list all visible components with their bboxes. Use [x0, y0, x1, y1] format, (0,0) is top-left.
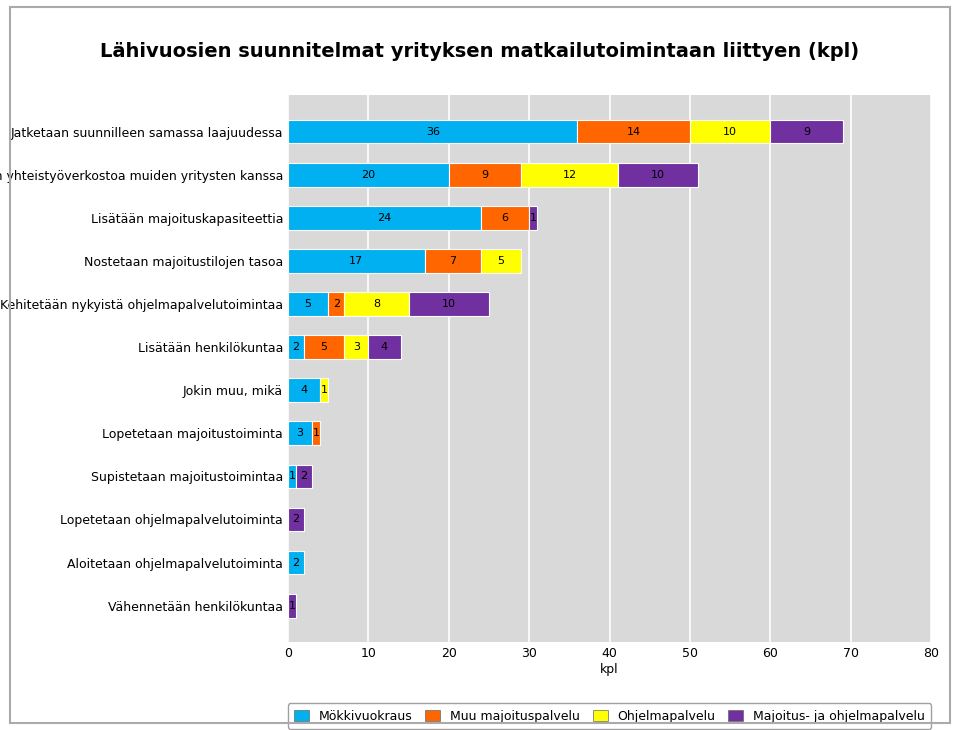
- X-axis label: kpl: kpl: [600, 663, 619, 676]
- Bar: [288, 249, 424, 273]
- Text: 2: 2: [300, 472, 307, 481]
- Bar: [328, 292, 345, 316]
- Text: 20: 20: [361, 170, 375, 180]
- Text: 4: 4: [300, 385, 307, 395]
- Bar: [577, 120, 690, 144]
- Text: 24: 24: [377, 213, 392, 223]
- Text: 5: 5: [497, 256, 505, 266]
- Bar: [288, 550, 304, 575]
- Bar: [288, 206, 481, 230]
- Bar: [288, 378, 320, 402]
- Bar: [304, 335, 345, 359]
- Text: 9: 9: [481, 170, 489, 180]
- Text: 7: 7: [449, 256, 456, 266]
- Bar: [617, 163, 698, 187]
- Text: 1: 1: [321, 385, 327, 395]
- Text: 5: 5: [321, 342, 327, 352]
- Text: Lähivuosien suunnitelmat yrityksen matkailutoimintaan liittyen (kpl): Lähivuosien suunnitelmat yrityksen matka…: [101, 42, 859, 61]
- Text: 17: 17: [349, 256, 364, 266]
- Bar: [288, 335, 304, 359]
- Bar: [345, 335, 369, 359]
- Text: 1: 1: [313, 429, 320, 438]
- Bar: [369, 335, 400, 359]
- Bar: [288, 507, 304, 531]
- Text: 2: 2: [293, 515, 300, 524]
- Bar: [448, 163, 521, 187]
- Bar: [770, 120, 843, 144]
- Bar: [481, 249, 521, 273]
- Bar: [312, 421, 321, 445]
- Bar: [345, 292, 409, 316]
- Text: 1: 1: [289, 472, 296, 481]
- Bar: [296, 464, 312, 488]
- Bar: [288, 163, 448, 187]
- Bar: [481, 206, 529, 230]
- Text: 8: 8: [372, 299, 380, 309]
- Text: 3: 3: [297, 429, 303, 438]
- Bar: [288, 593, 296, 618]
- Bar: [288, 421, 312, 445]
- Bar: [529, 206, 538, 230]
- Bar: [409, 292, 489, 316]
- Legend: Mökkivuokraus, Muu majoituspalvelu, Ohjelmapalvelu, Majoitus- ja ohjelmapalvelu: Mökkivuokraus, Muu majoituspalvelu, Ohje…: [288, 704, 931, 729]
- Text: 10: 10: [442, 299, 456, 309]
- Text: 14: 14: [627, 126, 640, 137]
- Text: 10: 10: [723, 126, 737, 137]
- Bar: [288, 464, 296, 488]
- Text: 2: 2: [293, 558, 300, 567]
- Bar: [521, 163, 617, 187]
- Text: 2: 2: [333, 299, 340, 309]
- Text: 6: 6: [501, 213, 509, 223]
- Text: 9: 9: [803, 126, 810, 137]
- Text: 1: 1: [530, 213, 537, 223]
- Bar: [288, 120, 577, 144]
- Bar: [424, 249, 481, 273]
- Text: 3: 3: [353, 342, 360, 352]
- Text: 2: 2: [293, 342, 300, 352]
- Text: 10: 10: [651, 170, 665, 180]
- Text: 4: 4: [381, 342, 388, 352]
- Text: 36: 36: [425, 126, 440, 137]
- Text: 5: 5: [304, 299, 312, 309]
- Bar: [320, 378, 328, 402]
- Text: 12: 12: [563, 170, 576, 180]
- Bar: [690, 120, 770, 144]
- Text: 1: 1: [289, 601, 296, 611]
- Bar: [288, 292, 328, 316]
